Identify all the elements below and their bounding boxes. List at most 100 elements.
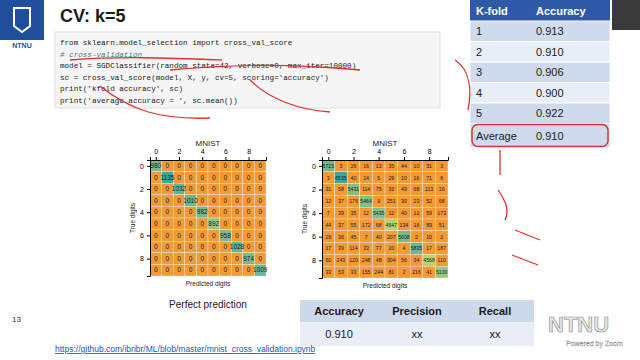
heatmap-cell bbox=[231, 160, 243, 172]
zoom-watermark: NTNU bbox=[548, 312, 609, 337]
x-tick-mark bbox=[328, 157, 329, 160]
cell-label: 5435 bbox=[373, 210, 385, 216]
cell-label: 0 bbox=[212, 243, 216, 250]
source-link[interactable]: https://github.com/ibribr/ML/blob/master… bbox=[55, 344, 316, 354]
heatmap-cell bbox=[185, 160, 197, 172]
heatmap-cell bbox=[435, 266, 448, 278]
heatmap-cell bbox=[322, 219, 335, 231]
heatmap-cell bbox=[385, 172, 398, 184]
cell-label: 17 bbox=[325, 245, 331, 251]
x-axis-line bbox=[323, 157, 449, 161]
cell-label: 5100 bbox=[436, 269, 448, 275]
x-tick-label: 8 bbox=[428, 148, 432, 155]
cell-label: 0 bbox=[235, 220, 239, 227]
cell-label: 4647 bbox=[386, 222, 398, 228]
cell-label: 120 bbox=[349, 257, 358, 263]
cell-label: 0 bbox=[189, 185, 193, 192]
heatmap-cell bbox=[372, 172, 385, 184]
heatmap-cell bbox=[243, 172, 255, 184]
heatmap-cell bbox=[335, 231, 348, 243]
cell-label: 0 bbox=[247, 266, 251, 273]
table-row-bg bbox=[470, 103, 610, 124]
heatmap-cell bbox=[185, 172, 197, 184]
cell-label: 0 bbox=[177, 162, 181, 169]
cell-label: 41 bbox=[426, 269, 432, 275]
table-footer-cell: 0.910 bbox=[536, 130, 564, 142]
heatmap-cell bbox=[410, 266, 423, 278]
metrics-header-cell: Accuracy bbox=[314, 305, 364, 317]
x-tick-label: 2 bbox=[178, 148, 182, 155]
cell-label: 0 bbox=[235, 174, 239, 181]
cell-label: 0 bbox=[166, 197, 170, 204]
heatmap-cell bbox=[220, 230, 232, 242]
heatmap-cell bbox=[435, 172, 448, 184]
cell-label: 114 bbox=[362, 186, 370, 192]
heatmap-cell bbox=[208, 264, 220, 276]
cell-label: 0 bbox=[235, 208, 239, 215]
video-thumbnail bbox=[612, 0, 640, 30]
heatmap-cell bbox=[435, 195, 448, 207]
heatmap-cell bbox=[410, 172, 423, 184]
cell-label: 5835 bbox=[411, 245, 423, 251]
heatmap-cell bbox=[162, 160, 174, 172]
heatmap-cell bbox=[243, 241, 255, 253]
y-tick-label: 4 bbox=[312, 210, 316, 217]
cell-label: 0 bbox=[224, 243, 228, 250]
cell-label: 31 bbox=[325, 186, 331, 192]
x-tick-mark bbox=[202, 157, 203, 160]
heatmap-cell bbox=[220, 160, 232, 172]
heatmap-cell bbox=[254, 241, 266, 253]
table-cell: 0.900 bbox=[536, 87, 564, 99]
cell-label: 0 bbox=[200, 220, 204, 227]
cell-label: 68 bbox=[376, 222, 382, 228]
code-line: print('kfold accuracy', sc) bbox=[60, 85, 183, 93]
heatmap-cell bbox=[254, 183, 266, 195]
cell-label: 0 bbox=[154, 255, 158, 262]
heatmap-cell bbox=[322, 172, 335, 184]
cell-label: 0 bbox=[247, 220, 251, 227]
y-tick: 8 bbox=[140, 255, 150, 262]
cell-label: 52 bbox=[426, 198, 432, 204]
heatmap-cell bbox=[208, 183, 220, 195]
cell-label: 0 bbox=[258, 174, 262, 181]
cell-label: 6535 bbox=[335, 175, 347, 181]
table-row-bg bbox=[470, 42, 610, 63]
heatmap-cell bbox=[410, 184, 423, 196]
heatmap-cell bbox=[243, 195, 255, 207]
cell-label: 51 bbox=[439, 222, 445, 228]
cell-label: 0 bbox=[247, 162, 251, 169]
cell-label: 5464 bbox=[360, 198, 372, 204]
heatmap-cell bbox=[208, 160, 220, 172]
cell-label: 304 bbox=[387, 257, 396, 263]
cell-label: 12 bbox=[363, 210, 369, 216]
cell-label: 0 bbox=[189, 162, 193, 169]
heatmap-cell bbox=[196, 160, 208, 172]
x-tick-mark bbox=[354, 157, 355, 160]
cell-label: 0 bbox=[235, 266, 239, 273]
annotation-stroke bbox=[100, 86, 210, 118]
heatmap-cell bbox=[208, 218, 220, 230]
cell-label: 0 bbox=[235, 255, 239, 262]
cell-label: 958 bbox=[220, 232, 231, 239]
heatmap-cell bbox=[410, 195, 423, 207]
heatmap-cell bbox=[322, 266, 335, 278]
cell-label: 10 bbox=[401, 175, 407, 181]
heatmap-cell bbox=[173, 218, 185, 230]
slide-number: 13 bbox=[12, 315, 21, 324]
cell-label: 0 bbox=[200, 266, 204, 273]
cell-label: 0 bbox=[154, 197, 158, 204]
cell-label: 60 bbox=[325, 257, 331, 263]
y-tick-mark bbox=[319, 190, 322, 191]
cell-label: 26 bbox=[351, 163, 357, 169]
cell-label: 68 bbox=[414, 186, 420, 192]
cell-label: 10 bbox=[426, 234, 432, 240]
heatmap-cell bbox=[410, 243, 423, 255]
y-tick-label: 6 bbox=[140, 232, 144, 239]
heatmap-cell bbox=[347, 172, 360, 184]
cell-label: 0 bbox=[212, 197, 216, 204]
cell-label: 0 bbox=[247, 208, 251, 215]
heatmap-cell bbox=[398, 172, 411, 184]
heatmap-cell bbox=[208, 206, 220, 218]
heatmap-labels: 5723326161335441031336535401452910167163… bbox=[323, 163, 448, 275]
cell-label: 114 bbox=[349, 245, 357, 251]
